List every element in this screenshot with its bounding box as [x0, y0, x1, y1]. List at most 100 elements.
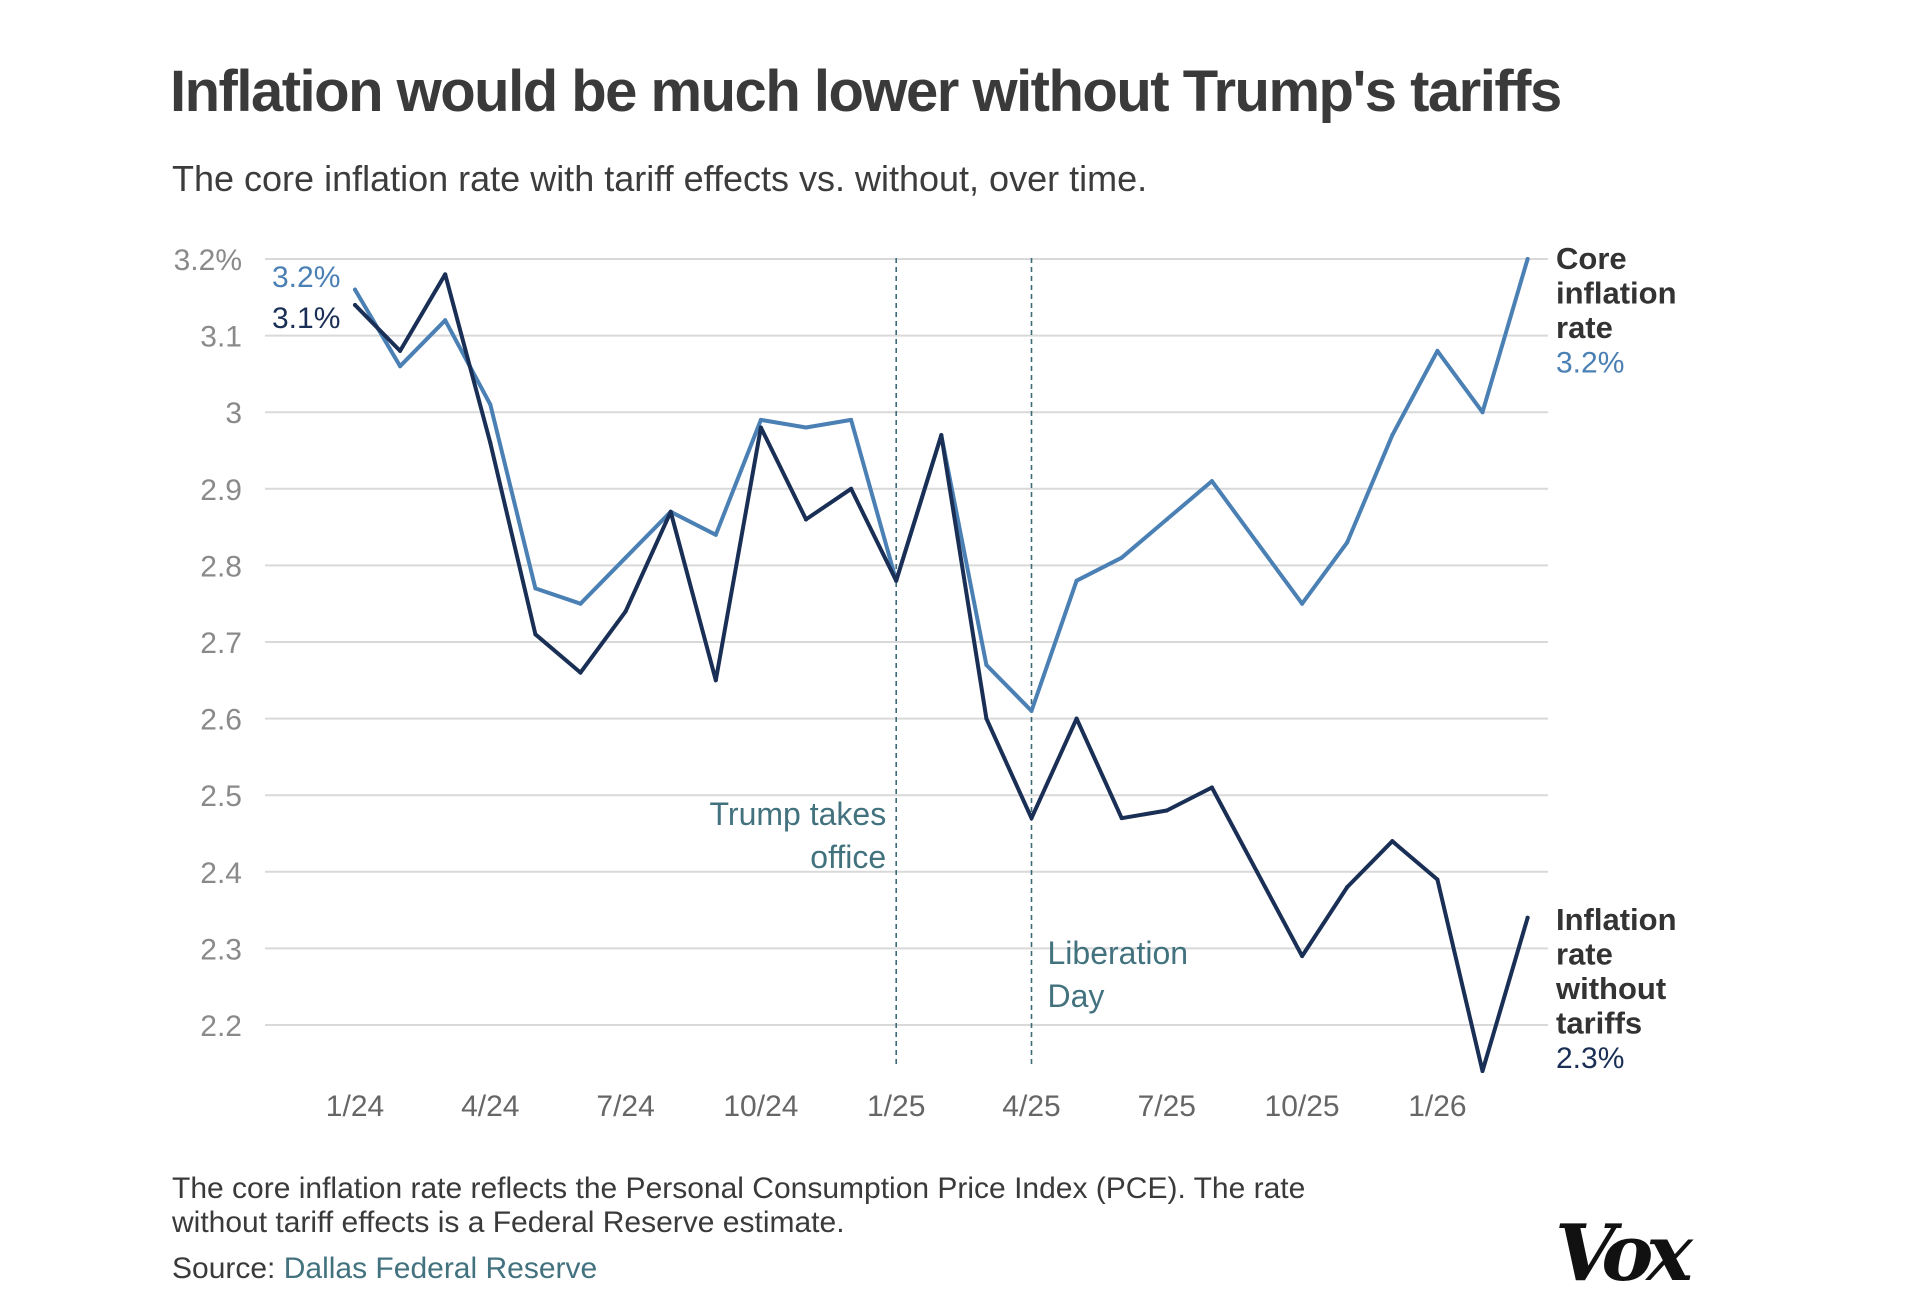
data-point [849, 417, 854, 422]
data-point [758, 417, 763, 422]
x-tick-label: 1/25 [867, 1090, 925, 1123]
data-point [353, 287, 357, 292]
x-tick-label: 1/26 [1408, 1090, 1466, 1123]
data-point [1480, 1068, 1485, 1073]
y-tick-label: 3.1 [200, 321, 242, 354]
y-tick-label: 2.6 [200, 704, 242, 737]
y-tick-label: 2.8 [200, 550, 242, 583]
data-point [713, 532, 718, 537]
data-point [1164, 808, 1169, 813]
data-point [1345, 540, 1350, 545]
core-start-value-label: 3.2% [272, 261, 340, 294]
data-point [1300, 601, 1305, 606]
data-point [1435, 348, 1440, 353]
data-point [984, 662, 989, 667]
data-point [488, 440, 493, 445]
data-point [758, 425, 763, 430]
x-tick-label: 10/25 [1265, 1090, 1340, 1123]
data-point [1390, 839, 1395, 844]
data-point [1074, 716, 1079, 721]
data-point [398, 364, 403, 369]
data-point [578, 670, 583, 675]
data-point [1525, 257, 1530, 261]
gridlines [265, 258, 1548, 1026]
vox-logo: Vox [1555, 1208, 1693, 1299]
x-tick-label: 7/24 [596, 1090, 654, 1123]
footnote-line-2: without tariff effects is a Federal Rese… [172, 1206, 845, 1239]
y-tick-label: 2.5 [200, 780, 242, 813]
y-tick-label: 2.3 [200, 933, 242, 966]
no-tariff-label: Inflation [1556, 902, 1677, 937]
data-point [1255, 540, 1259, 545]
data-point [1074, 578, 1079, 583]
event-annotation: Trump takes [710, 796, 887, 832]
x-tick-label: 10/24 [723, 1090, 798, 1123]
core-label: inflation [1556, 276, 1677, 311]
data-point [533, 586, 538, 591]
data-point [1480, 410, 1485, 415]
core-inflation-line [353, 257, 1530, 713]
data-point [849, 486, 854, 491]
no-tariff-end-value-label: 2.3% [1556, 1042, 1624, 1075]
y-axis: 3.2% 3.1 3 2.9 2.8 2.7 2.6 2.5 2.4 2.3 2.2 [174, 244, 242, 1043]
event-annotation: Day [1048, 978, 1105, 1014]
data-point [1029, 816, 1034, 821]
source-link[interactable]: Dallas Federal Reserve [283, 1252, 598, 1285]
data-point [939, 433, 944, 438]
y-tick-label: 2.4 [200, 857, 242, 890]
data-point [443, 272, 448, 277]
y-tick-label: 2.7 [200, 627, 242, 660]
source-prefix: Source: [172, 1252, 284, 1285]
data-point [1119, 555, 1124, 560]
x-tick-label: 4/25 [1002, 1090, 1060, 1123]
data-point [1164, 517, 1169, 522]
x-tick-label: 1/24 [326, 1090, 384, 1123]
series-labels: 3.2%3.1%Coreinflationrate3.2%Inflationra… [272, 241, 1677, 1075]
footnote-line-1: The core inflation rate reflects the Per… [172, 1172, 1306, 1205]
line-chart: 3.2% 3.1 3 2.9 2.8 2.7 2.6 2.5 2.4 2.3 2.2 1/24 4/2… [174, 241, 1677, 1123]
no-tariff-start-value-label: 3.1% [272, 302, 340, 335]
data-point [623, 555, 628, 560]
core-label: Core [1556, 241, 1627, 276]
data-point [894, 578, 899, 583]
no-tariff-inflation-line [353, 272, 1530, 1073]
x-tick-label: 7/25 [1138, 1090, 1196, 1123]
data-point [1435, 877, 1440, 882]
source-credit: Source: Dallas Federal Reserve [172, 1252, 597, 1286]
no-tariff-label: tariffs [1556, 1006, 1642, 1041]
data-point [398, 348, 403, 353]
data-point [1255, 869, 1259, 874]
data-point [353, 302, 357, 307]
event-annotation: Liberation [1048, 935, 1189, 971]
data-point [533, 632, 538, 637]
no-tariff-label: rate [1556, 937, 1613, 972]
event-markers: Trump takes office Liberation Day [710, 258, 1188, 1068]
data-point [804, 517, 808, 522]
data-point [578, 601, 583, 606]
data-point [984, 716, 989, 721]
chart-subtitle: The core inflation rate with tariff effe… [172, 158, 1148, 199]
x-axis: 1/24 4/24 7/24 10/24 1/25 4/25 7/25 10/25 1/26 [326, 1090, 1467, 1123]
core-label: rate [1556, 310, 1613, 345]
data-point [1390, 433, 1395, 438]
data-point [1209, 479, 1214, 484]
event-annotation: office [810, 839, 886, 875]
data-point [668, 509, 673, 514]
data-point [1345, 885, 1350, 890]
core-end-value-label: 3.2% [1556, 347, 1624, 380]
data-point [713, 678, 718, 683]
data-point [1209, 785, 1214, 790]
data-point [623, 609, 628, 614]
data-point [1525, 915, 1530, 920]
no-tariff-label: without [1555, 971, 1666, 1006]
data-point [1029, 708, 1034, 713]
data-point [443, 318, 448, 323]
y-tick-label: 3.2% [174, 244, 242, 277]
data-point [1119, 816, 1124, 821]
data-point [1300, 954, 1305, 959]
y-tick-label: 2.9 [200, 474, 242, 507]
data-point [488, 402, 493, 407]
y-tick-label: 3 [225, 397, 242, 430]
series-lines [353, 257, 1530, 1073]
data-point [804, 425, 808, 430]
